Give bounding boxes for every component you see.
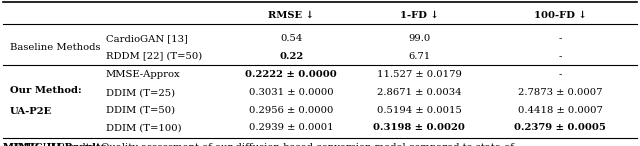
Text: DDIM (T=25): DDIM (T=25) [106, 88, 175, 97]
Text: 0.2956 ± 0.0000: 0.2956 ± 0.0000 [249, 106, 333, 115]
Text: 0.2222 ± 0.0000: 0.2222 ± 0.0000 [245, 70, 337, 79]
Text: 0.2939 ± 0.0001: 0.2939 ± 0.0001 [249, 123, 333, 132]
Text: MMSE-Approx: MMSE-Approx [106, 70, 180, 79]
Text: MIMIC-III Results: MIMIC-III Results [3, 143, 106, 146]
Text: -: - [558, 34, 562, 43]
Text: MIMIC-III Results: Quality assessment of our diffusion-based conversion model co: MIMIC-III Results: Quality assessment of… [3, 143, 517, 146]
Text: 2.8671 ± 0.0034: 2.8671 ± 0.0034 [377, 88, 461, 97]
Text: 100-FD ↓: 100-FD ↓ [534, 11, 586, 20]
Text: 0.22: 0.22 [279, 52, 303, 61]
Text: 0.5194 ± 0.0015: 0.5194 ± 0.0015 [377, 106, 461, 115]
Text: 0.2379 ± 0.0005: 0.2379 ± 0.0005 [514, 123, 606, 132]
Text: 0.3031 ± 0.0000: 0.3031 ± 0.0000 [249, 88, 333, 97]
Text: -: - [558, 52, 562, 61]
Text: 99.0: 99.0 [408, 34, 430, 43]
Text: DDIM (T=50): DDIM (T=50) [106, 106, 175, 115]
Text: CardioGAN [13]: CardioGAN [13] [106, 34, 188, 43]
Text: 11.527 ± 0.0179: 11.527 ± 0.0179 [377, 70, 461, 79]
Text: DDIM (T=100): DDIM (T=100) [106, 123, 181, 132]
Text: RDDM [22] (T=50): RDDM [22] (T=50) [106, 52, 202, 61]
Text: 1-FD ↓: 1-FD ↓ [400, 11, 438, 20]
Text: RMSE ↓: RMSE ↓ [268, 11, 314, 20]
Text: 0.3198 ± 0.0020: 0.3198 ± 0.0020 [373, 123, 465, 132]
Text: Baseline Methods: Baseline Methods [10, 43, 100, 52]
Text: UA-P2E: UA-P2E [10, 107, 52, 116]
Text: 0.4418 ± 0.0007: 0.4418 ± 0.0007 [518, 106, 602, 115]
Text: 6.71: 6.71 [408, 52, 430, 61]
Text: 0.54: 0.54 [280, 34, 302, 43]
Text: 2.7873 ± 0.0007: 2.7873 ± 0.0007 [518, 88, 602, 97]
Text: Our Method:: Our Method: [10, 86, 81, 95]
Text: -: - [558, 70, 562, 79]
